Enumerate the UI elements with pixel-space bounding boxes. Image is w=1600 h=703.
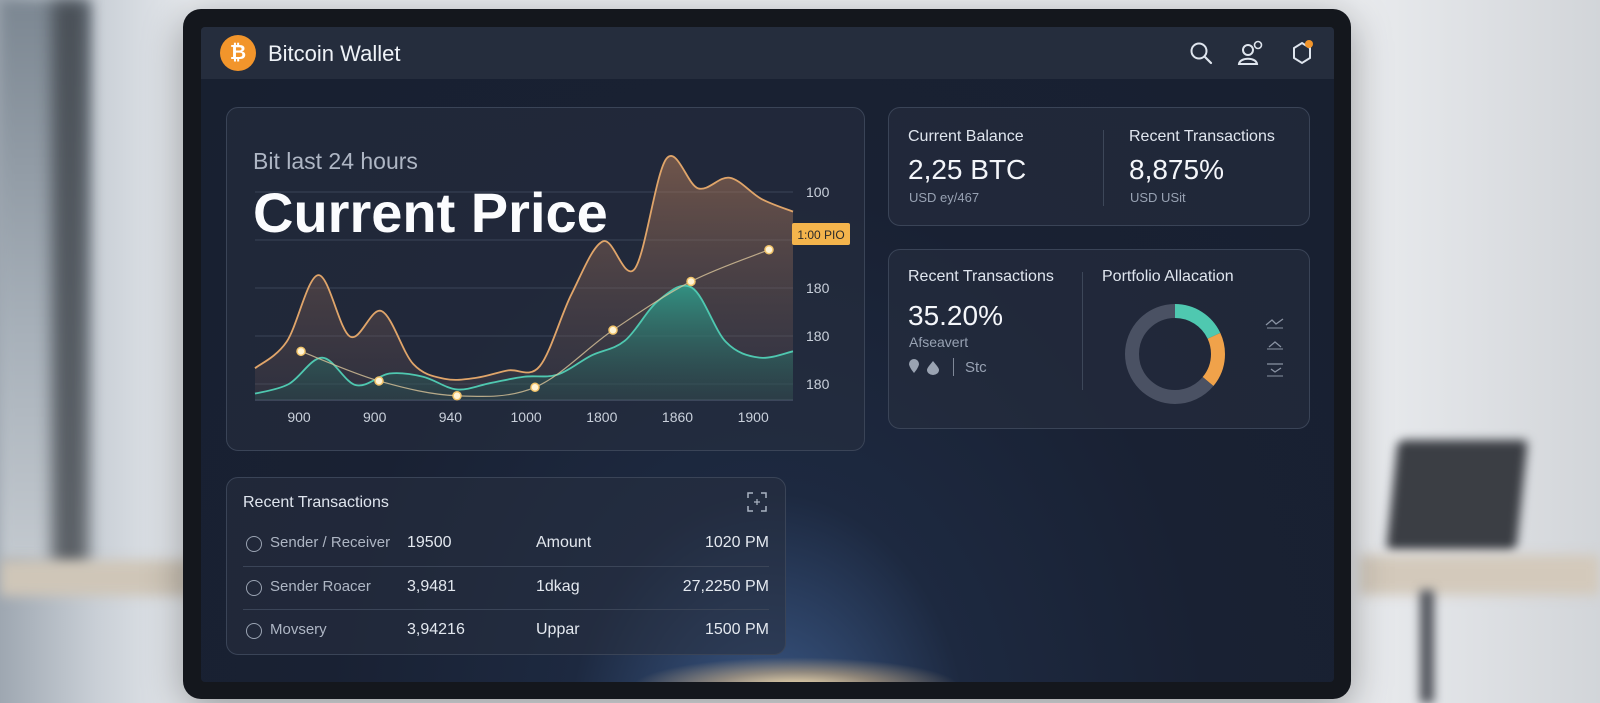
background-laptop [1386,440,1528,550]
x-tick-label: 1900 [738,409,769,425]
recent-transactions-value: 8,875% [1129,154,1224,185]
divider [953,358,954,376]
divider [1103,130,1104,206]
balance-label: Current Balance [908,128,1024,145]
data-point[interactable] [452,391,462,401]
teal-series-area [255,285,793,400]
y-tick-label: 180 [806,376,830,392]
summary-sub: Afseavert [909,334,969,350]
x-tick-label: 1000 [511,409,542,425]
y-tick-label: 180 [806,328,830,344]
user-icon[interactable] [1237,40,1263,66]
data-point[interactable] [764,244,774,255]
price-chart: 900 900 940 1000 1800 1860 1900 100 1:00 PIO 180 1… [254,155,850,425]
balance-sub: USD ey/467 [909,190,980,205]
search-icon[interactable] [1188,40,1214,66]
price-tag-highlight [792,223,850,245]
tx-name: Sender / Receiver [270,534,391,551]
portfolio-allocation-label: Portfolio Allacation [1102,268,1234,285]
data-point[interactable] [608,325,618,335]
x-tick-label: 1800 [586,409,617,425]
summary-card: Recent Transactions 35.20% Afseavert Stc… [888,249,1310,429]
expand-icon[interactable] [747,492,767,512]
orange-series-line [254,155,794,381]
teal-series-line [254,284,794,395]
tx-name: Sender Roacer [270,578,371,595]
x-tick-label: 900 [363,409,387,425]
row-radio[interactable] [246,536,262,552]
legend-marks-icon [1265,318,1284,377]
summary-footer: Stc [965,359,987,376]
data-point[interactable] [296,346,306,357]
y-tick-label: 180 [806,280,830,296]
data-point[interactable] [686,276,696,287]
row-radio[interactable] [246,623,262,639]
background-post [52,0,88,570]
summary-value: 35.20% [908,300,1003,331]
bitcoin-logo-icon: ₿ [220,35,256,71]
monitor: ₿ Bitcoin Wallet [183,9,1351,699]
recent-transactions-label: Recent Transactions [1129,128,1275,145]
transactions-card: Recent Transactions Sender / Receiver 19… [226,477,786,655]
table-row[interactable]: Sender Roacer 3,9481 1dkag 27,2250 PM [243,566,769,609]
tx-time: 27,2250 PM [682,578,769,595]
tx-type: 1dkag [536,578,580,595]
x-tick-label: 940 [439,409,463,425]
y-tick-label: 100 [806,184,830,200]
chart-subtitle: Bit last 24 hours [253,148,418,174]
tx-type: Amount [536,534,592,551]
x-tick-label: 1860 [662,409,693,425]
table-row[interactable]: Movsery 3,94216 Uppar 1500 PM [243,609,769,652]
x-tick-label: 900 [287,409,311,425]
tx-time: 1020 PM [704,534,769,551]
tx-type: Uppar [536,621,580,638]
app-title: Bitcoin Wallet [268,41,401,66]
tx-value: 3,9481 [407,578,456,595]
top-bar: ₿ Bitcoin Wallet [201,27,1334,79]
background-desk-leg [1420,590,1434,703]
notification-icon[interactable] [1289,40,1315,66]
transactions-title: Recent Transactions [243,494,389,511]
row-radio[interactable] [246,580,262,596]
location-drop-icon [909,359,939,375]
balance-card: Current Balance 2,25 BTC USD ey/467 Rece… [888,107,1310,226]
chart-title: Current Price [253,181,608,244]
price-chart-card: 900 900 940 1000 1800 1860 1900 100 1:00 PIO 180 1… [226,107,865,451]
portfolio-donut-chart [1125,304,1225,404]
donut-slice [1125,304,1225,404]
balance-value: 2,25 BTC [908,154,1027,185]
recent-transactions-sub: USD USit [1130,190,1186,205]
table-row[interactable]: Sender / Receiver 19500 Amount 1020 PM [243,523,769,565]
divider [1082,272,1083,390]
background-table [0,560,190,596]
data-point[interactable] [530,382,540,393]
data-point[interactable] [374,376,384,386]
app-screen: ₿ Bitcoin Wallet [201,27,1334,682]
tx-name: Movsery [270,621,327,638]
screen-glow [631,657,961,682]
background-desk [1360,555,1600,595]
tx-value: 19500 [407,534,452,551]
tx-value: 3,94216 [407,621,465,638]
tx-time: 1500 PM [704,621,769,638]
summary-label: Recent Transactions [908,268,1054,285]
y-tick-label: 1:00 PIO [797,228,844,242]
donut-slice [1125,304,1225,404]
